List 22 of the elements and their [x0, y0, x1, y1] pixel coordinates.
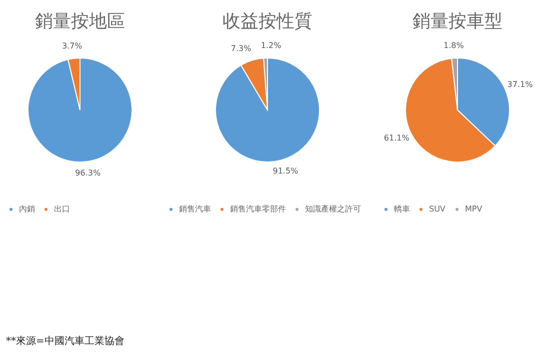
data-label: 91.5% [272, 166, 299, 176]
legend-label: 銷售汽車 [179, 204, 211, 214]
data-label: 3.7% [62, 41, 83, 50]
data-label: 1.8% [443, 41, 464, 50]
legend-label: SUV [429, 204, 446, 214]
legend-label: 轎車 [394, 204, 410, 214]
legend-label: MPV [465, 204, 483, 214]
data-label: 7.3% [230, 44, 252, 53]
data-label: 96.3% [75, 168, 101, 178]
chart-title: 收益按性質 [222, 11, 312, 32]
chart-title: 銷量按地區 [35, 11, 125, 32]
pie-slice [28, 58, 132, 162]
legend-label: 內銷 [19, 204, 35, 214]
legend-label: 出口 [54, 204, 70, 214]
data-label: 1.2% [260, 41, 282, 50]
pie-slice [215, 58, 320, 162]
legend-label: 銷售汽車零部件 [230, 204, 286, 214]
data-label: 37.1% [507, 80, 534, 89]
text: **來源=中國汽車工業協會 [6, 334, 124, 348]
data-label: 61.1% [384, 134, 410, 143]
chart-title: 銷量按車型 [412, 11, 502, 32]
legend-label: 知識產權之許可 [305, 204, 361, 214]
